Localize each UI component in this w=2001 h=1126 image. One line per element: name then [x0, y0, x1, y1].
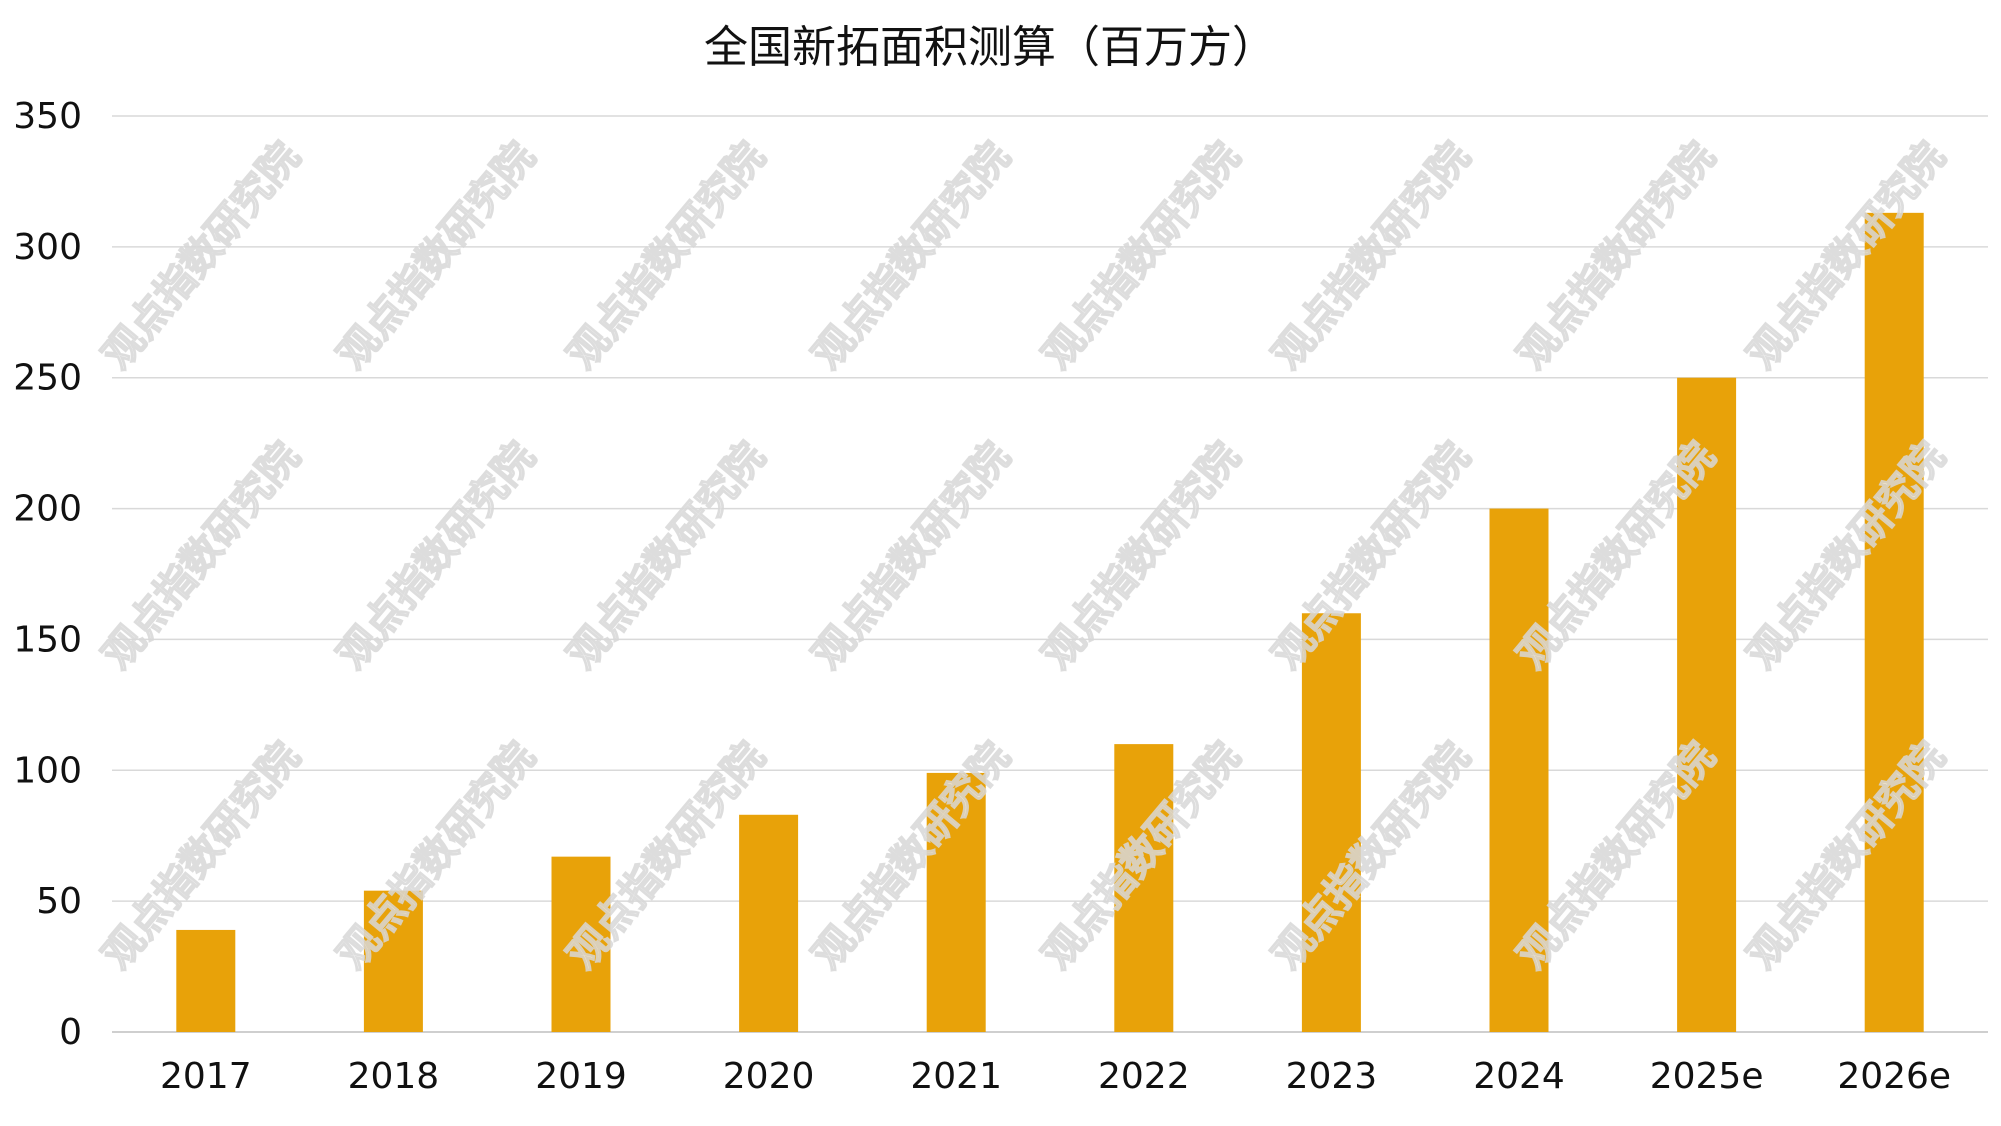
x-tick-label: 2026e	[1837, 1056, 1951, 1097]
x-tick-label: 2017	[160, 1056, 252, 1097]
y-tick-label: 50	[36, 881, 82, 922]
bars	[176, 212, 1924, 1033]
watermark-text: 观点指数研究院	[1264, 434, 1479, 678]
watermark-text: 观点指数研究院	[329, 434, 544, 678]
watermark-text: 观点指数研究院	[1034, 434, 1249, 678]
y-tick-label: 350	[13, 96, 82, 137]
watermark-text: 观点指数研究院	[94, 134, 309, 378]
y-tick-label: 300	[13, 227, 82, 268]
watermarks: 观点指数研究院 观点指数研究院 观点指数研究院 观点指数研究院 观点指数研究院 观点指数研…	[93, 133, 1955, 979]
x-tick-label: 2020	[723, 1056, 815, 1097]
watermark-text: 观点指数研究院	[1509, 134, 1724, 378]
x-tick-label: 2018	[348, 1056, 440, 1097]
x-tick-label: 2023	[1286, 1056, 1378, 1097]
watermark-text: 观点指数研究院	[559, 434, 774, 678]
gridlines	[112, 115, 1988, 1033]
watermark-text: 观点指数研究院	[94, 434, 309, 678]
bar-2023	[1301, 613, 1361, 1032]
y-tick-label: 250	[13, 358, 82, 399]
y-tick-label: 0	[59, 1012, 82, 1053]
bar-2018	[363, 890, 423, 1032]
watermark-text: 观点指数研究院	[1034, 134, 1249, 378]
watermark-text: 观点指数研究院	[1264, 134, 1479, 378]
bar-2017	[176, 929, 236, 1032]
bar-2020	[739, 814, 799, 1032]
chart-title: 全国新拓面积测算（百万方）	[704, 22, 1276, 73]
bar-2022	[1114, 744, 1174, 1032]
watermark-text: 观点指数研究院	[559, 134, 774, 378]
bar-2019	[551, 856, 611, 1032]
x-tick-label: 2019	[535, 1056, 627, 1097]
bar-2021	[926, 772, 986, 1032]
x-tick-label: 2024	[1473, 1056, 1565, 1097]
watermark-text: 观点指数研究院	[804, 134, 1019, 378]
x-tick-label: 2025e	[1650, 1056, 1764, 1097]
y-tick-label: 150	[13, 619, 82, 660]
y-tick-label: 200	[13, 489, 82, 530]
x-axis-ticks: 2017 2018 2019 2020 2021 2022 2023 2024 2025e 202…	[160, 1056, 1951, 1097]
bar-2026e	[1864, 212, 1924, 1032]
x-tick-label: 2021	[910, 1056, 1002, 1097]
watermark-text: 观点指数研究院	[804, 434, 1019, 678]
bar-2025e	[1677, 377, 1737, 1032]
bar-2024	[1489, 508, 1549, 1033]
y-tick-label: 100	[13, 750, 82, 791]
y-axis-ticks: 0 50 100 150 200 250 300 350	[13, 96, 82, 1053]
watermark-text: 观点指数研究院	[329, 134, 544, 378]
x-tick-label: 2022	[1098, 1056, 1190, 1097]
